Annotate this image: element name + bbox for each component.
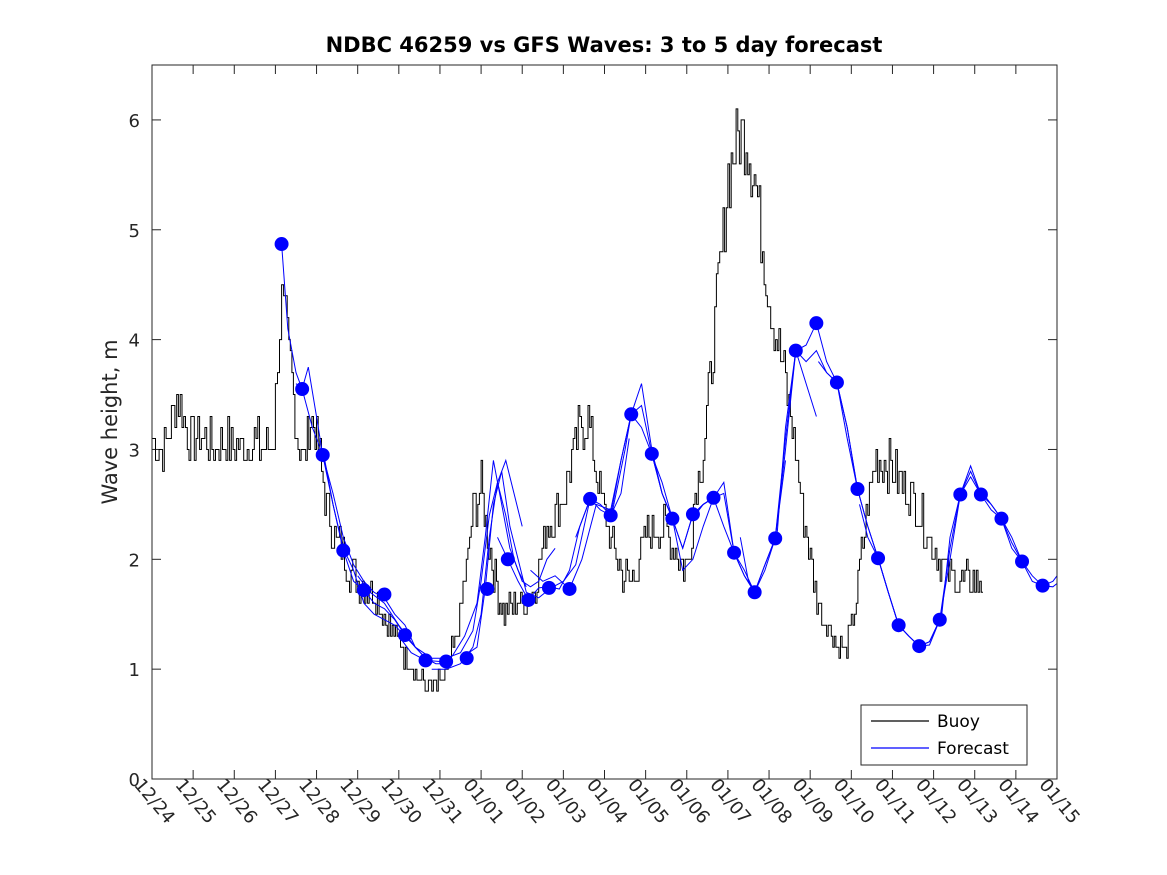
y-tick-label: 0 xyxy=(129,770,140,791)
forecast-marker xyxy=(500,552,515,567)
forecast-marker xyxy=(747,585,762,600)
forecast-marker xyxy=(706,490,721,505)
forecast-marker xyxy=(315,447,330,462)
legend-forecast-label: Forecast xyxy=(937,739,1009,759)
forecast-marker xyxy=(603,508,618,523)
forecast-marker xyxy=(994,511,1009,526)
forecast-marker xyxy=(274,237,289,252)
forecast-marker xyxy=(871,551,886,566)
forecast-marker xyxy=(377,587,392,602)
forecast-marker xyxy=(356,583,371,598)
forecast-run-line xyxy=(460,471,591,659)
forecast-marker xyxy=(829,375,844,390)
forecast-marker xyxy=(1015,554,1030,569)
forecast-marker xyxy=(397,628,412,643)
forecast-run-line xyxy=(295,366,426,659)
forecast-marker xyxy=(480,581,495,596)
forecast-marker xyxy=(788,343,803,358)
forecast-marker xyxy=(727,545,742,560)
forecast-run-line xyxy=(357,458,523,659)
legend: Buoy Forecast xyxy=(860,704,1028,766)
forecast-marker xyxy=(439,654,454,669)
legend-box xyxy=(860,704,1028,766)
axis-ticks xyxy=(151,65,1058,780)
forecast-marker xyxy=(624,407,639,422)
chart-title: NDBC 46259 vs GFS Waves: 3 to 5 day fore… xyxy=(326,33,883,57)
forecast-marker xyxy=(418,653,433,668)
y-axis-label: Wave height, m xyxy=(98,339,122,504)
forecast-marker xyxy=(295,382,310,397)
forecast-marker xyxy=(459,651,474,666)
legend-buoy-label: Buoy xyxy=(937,712,980,732)
buoy-series xyxy=(152,108,983,692)
plot-frame xyxy=(151,64,1058,780)
forecast-marker xyxy=(1035,578,1050,593)
forecast-marker xyxy=(891,618,906,633)
forecast-marker xyxy=(521,592,536,607)
forecast-marker xyxy=(768,531,783,546)
forecast-marker xyxy=(644,446,659,461)
forecast-marker xyxy=(932,612,947,627)
forecast-marker xyxy=(973,487,988,502)
forecast-marker xyxy=(541,580,556,595)
forecast-marker xyxy=(685,507,700,522)
forecast-marker xyxy=(912,639,927,654)
forecast-marker xyxy=(809,316,824,331)
y-tick-label: 5 xyxy=(129,221,140,242)
y-tick-label: 1 xyxy=(129,660,140,681)
forecast-markers xyxy=(274,237,1050,669)
y-tick-label: 6 xyxy=(129,111,140,132)
y-tick-label: 3 xyxy=(129,440,140,461)
buoy-line xyxy=(152,108,983,692)
y-tick-label: 2 xyxy=(129,550,140,571)
forecast-marker xyxy=(336,543,351,558)
forecast-marker xyxy=(665,511,680,526)
forecast-marker xyxy=(953,487,968,502)
y-tick-labels: 0 1 2 3 4 5 6 xyxy=(129,111,140,791)
forecast-marker xyxy=(850,482,865,497)
forecast-marker xyxy=(583,491,598,506)
y-tick-label: 4 xyxy=(129,331,140,352)
forecast-marker xyxy=(562,581,577,596)
